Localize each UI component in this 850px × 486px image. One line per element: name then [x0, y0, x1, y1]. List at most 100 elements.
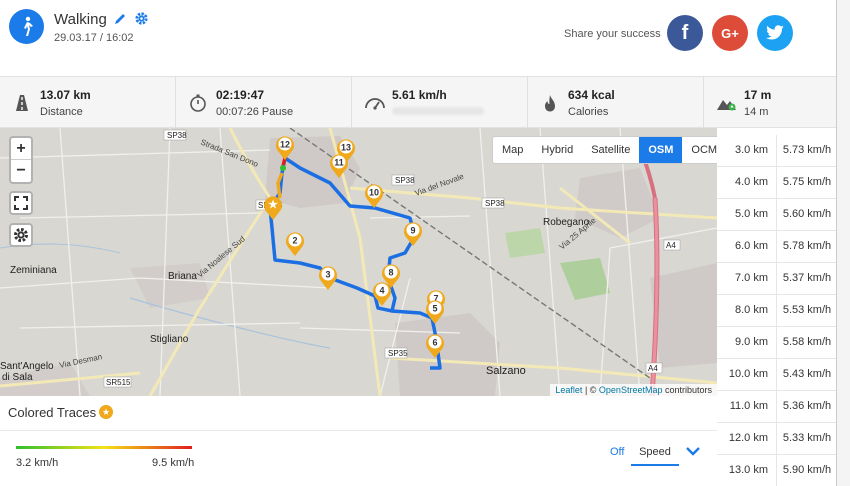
fullscreen-button[interactable] [9, 191, 33, 215]
svg-text:13: 13 [341, 143, 351, 153]
route-marker[interactable]: 2 [286, 232, 304, 256]
route-markers: 12 13 11 10 9 2 8 3 4 7 5 6 ★ [263, 136, 445, 358]
activity-header: Walking 29.03.17 / 16:02 Share your succ… [0, 0, 850, 66]
place-label: SP38 [167, 131, 187, 140]
svg-text:7: 7 [433, 294, 438, 304]
route-marker[interactable]: 12 [276, 136, 294, 160]
road-icon [12, 93, 32, 113]
place-label: Stigliano [150, 334, 189, 345]
route-marker[interactable]: 10 [365, 184, 383, 208]
stat-label: Calories [568, 106, 609, 118]
map-settings-button[interactable] [9, 223, 33, 247]
map-type-ocm[interactable]: OCM [691, 144, 717, 156]
map-type-satellite[interactable]: Satellite [591, 144, 631, 156]
route-marker[interactable]: 9 [404, 222, 422, 246]
route-marker[interactable]: 3 [319, 266, 337, 290]
splits-table: 3.0 km 5.73 km/h 4.0 km 5.75 km/h 5.0 km 5.… [717, 128, 836, 486]
osm-link[interactable]: OpenStreetMap [598, 385, 663, 395]
stat-label-obscured [392, 106, 484, 118]
table-row: 9.0 km 5.58 km/h [717, 327, 836, 359]
stats-bar: 13.07 km Distance 02:19:47 00:07:26 Paus… [0, 76, 836, 129]
zoom-out-button[interactable]: − [16, 162, 26, 179]
traces-metric-select[interactable]: Speed [631, 440, 679, 466]
speed-gradient-bar [16, 446, 192, 449]
zoom-in-button[interactable]: + [11, 138, 31, 160]
table-row: 6.0 km 5.78 km/h [717, 231, 836, 263]
twitter-bird-icon [766, 25, 784, 40]
place-label: SP38 [485, 199, 505, 208]
twitter-share-button[interactable] [757, 15, 793, 51]
route-marker[interactable]: 6 [426, 334, 444, 358]
map-tiles: SP38 SP38 SP38 SP35 SR515 SR515 A4 A4 St… [0, 128, 717, 396]
stat-distance: 13.07 km Distance [0, 77, 176, 129]
place-label: SP35 [388, 349, 408, 358]
table-row: 12.0 km 5.33 km/h [717, 423, 836, 455]
table-row: 5.0 km 5.60 km/h [717, 199, 836, 231]
route-marker[interactable]: 8 [382, 264, 400, 288]
edit-pencil-icon[interactable] [113, 12, 127, 26]
stat-value: 13.07 km [40, 88, 91, 102]
settings-gear-icon[interactable] [134, 11, 149, 26]
map-type-osm[interactable]: OSM [639, 137, 683, 163]
stat-value: 02:19:47 [216, 88, 265, 102]
route-marker[interactable]: 4 [373, 282, 391, 306]
gradient-min-label: 3.2 km/h [16, 457, 59, 469]
stat-value: 17 m [744, 88, 772, 102]
table-row: 11.0 km 5.36 km/h [717, 391, 836, 423]
activity-title: Walking [54, 11, 107, 28]
svg-text:5: 5 [432, 304, 437, 314]
stat-duration: 02:19:47 00:07:26 Pause [176, 77, 352, 129]
svg-text:8: 8 [388, 268, 393, 278]
window-edge [836, 0, 850, 486]
place-label: di Sala [2, 372, 33, 383]
stat-calories: 634 kcal Calories [528, 77, 704, 129]
table-row: 4.0 km 5.75 km/h [717, 167, 836, 199]
svg-text:11: 11 [334, 158, 344, 168]
place-label: Zeminiana [10, 265, 57, 276]
traces-off-button[interactable]: Off [610, 446, 625, 458]
map-type-map[interactable]: Map [502, 144, 524, 156]
place-label: Robegano [543, 217, 590, 228]
place-label: Briana [168, 271, 197, 282]
place-label: Sant'Angelo [0, 361, 54, 372]
svg-text:10: 10 [369, 188, 379, 198]
facebook-share-button[interactable]: f [667, 15, 703, 51]
zoom-control: + − [9, 136, 33, 184]
leaflet-link[interactable]: Leaflet [555, 385, 583, 395]
premium-star-icon: ★ [99, 405, 113, 419]
start-star-marker[interactable]: ★ [263, 196, 282, 220]
google-plus-share-button[interactable]: G+ [712, 15, 748, 51]
activity-date: 29.03.17 / 16:02 [54, 32, 134, 44]
table-row: 7.0 km 5.37 km/h [717, 263, 836, 295]
place-label: SP38 [395, 176, 415, 185]
place-label: SR515 [106, 378, 131, 387]
route-map[interactable]: SP38 SP38 SP38 SP35 SR515 SR515 A4 A4 St… [0, 128, 717, 396]
stat-label: 00:07:26 Pause [216, 106, 294, 118]
svg-text:3: 3 [325, 270, 330, 280]
route-marker[interactable]: 5 [426, 300, 444, 324]
gear-icon [14, 228, 28, 242]
route-marker[interactable]: 11 [330, 154, 348, 178]
svg-text:6: 6 [432, 338, 437, 348]
chevron-down-icon[interactable] [685, 444, 701, 458]
divider [0, 430, 717, 431]
share-label: Share your success [564, 28, 661, 40]
stat-label: Distance [40, 106, 83, 118]
stat-label: 14 m [744, 106, 769, 118]
place-label: A4 [666, 241, 676, 250]
stat-value: 5.61 km/h [392, 88, 447, 102]
colored-traces-title: Colored Traces [8, 405, 97, 420]
table-row: 13.0 km 5.90 km/h [717, 455, 836, 486]
stat-speed: 5.61 km/h [352, 77, 528, 129]
map-type-switcher: Map Hybrid Satellite OSM OCM [492, 136, 717, 164]
table-row: 10.0 km 5.43 km/h [717, 359, 836, 391]
stopwatch-icon [188, 93, 208, 113]
table-row: 8.0 km 5.53 km/h [717, 295, 836, 327]
map-type-hybrid[interactable]: Hybrid [541, 144, 574, 156]
speedometer-icon [364, 93, 385, 113]
place-label: Salzano [486, 365, 526, 377]
walking-person-icon [9, 9, 44, 44]
stat-value: 634 kcal [568, 88, 615, 102]
place-label: A4 [648, 364, 658, 373]
